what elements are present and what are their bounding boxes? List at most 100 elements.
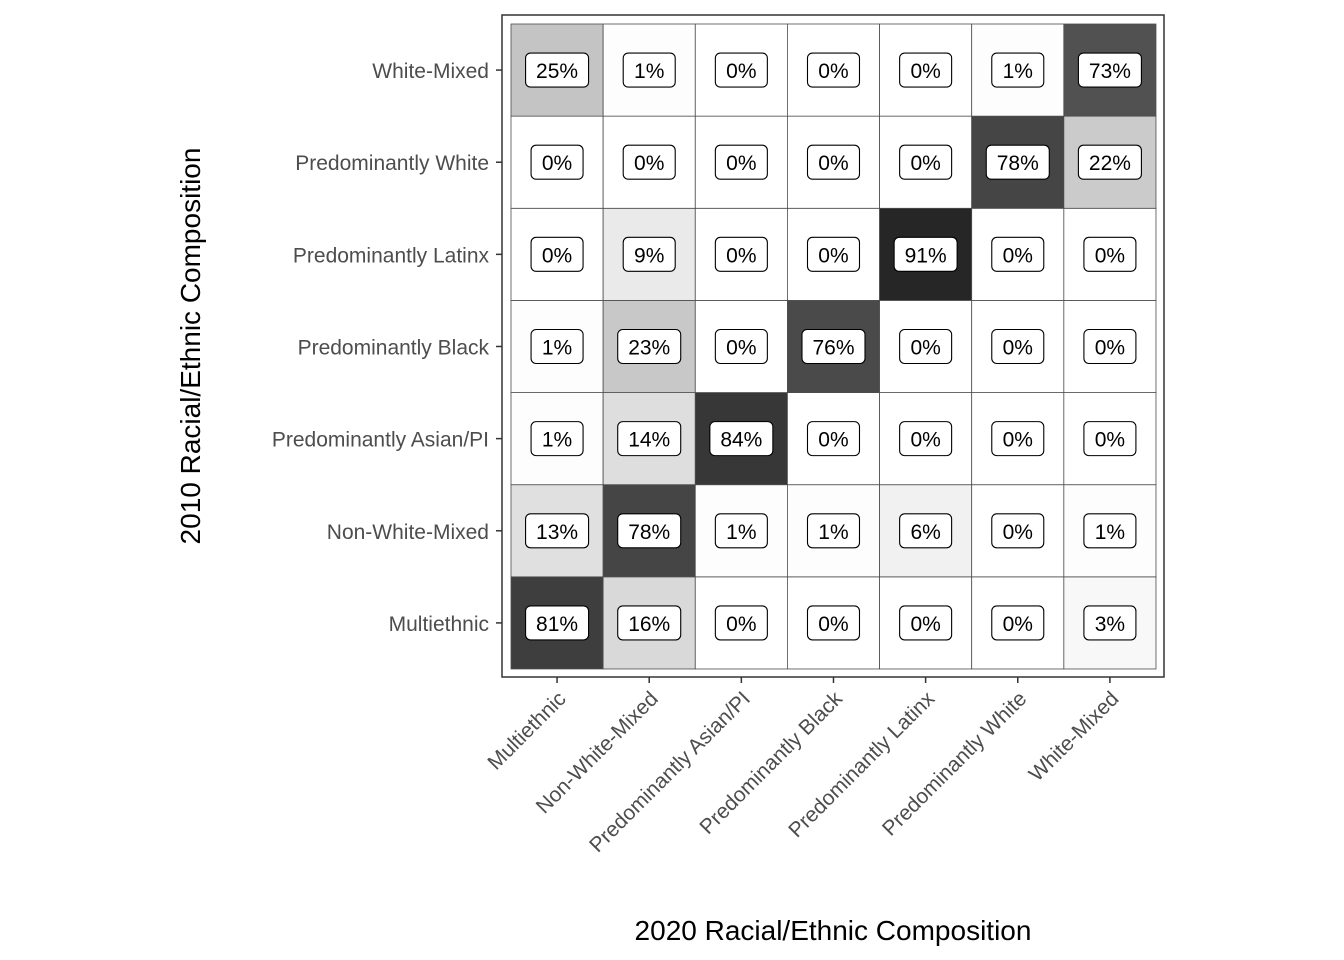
y-tick-label-non-white-mixed: Non-White-Mixed: [327, 521, 489, 544]
cell-label-box: [617, 421, 682, 457]
heatmap-cell-fill: [602, 23, 696, 117]
cell-label-box: [1083, 328, 1137, 365]
y-tick-label-predominantly-white: Predominantly White: [295, 152, 489, 175]
heatmap-cell: 0%: [694, 115, 788, 209]
cell-label-box: [899, 52, 953, 88]
cell-label: 0%: [818, 613, 848, 636]
cell-label: 13%: [536, 521, 578, 544]
heatmap-cell: 0%: [787, 207, 880, 301]
cell-label-box: [530, 328, 584, 365]
cell-label-box: [806, 421, 861, 457]
heatmap-cell: 0%: [787, 23, 880, 117]
cell-label-box: [991, 513, 1045, 549]
heatmap-cell: 1%: [971, 23, 1065, 117]
heatmap-cell: 73%: [1063, 23, 1157, 117]
cell-label-box: [1083, 513, 1137, 549]
cell-label-box: [991, 236, 1045, 272]
cell-label-box: [991, 421, 1045, 457]
cell-label: 78%: [997, 152, 1039, 175]
y-tick-label-white-mixed: White-Mixed: [372, 60, 489, 83]
cell-label: 0%: [726, 613, 756, 636]
cell-label-box: [1083, 605, 1137, 641]
cell-label: 84%: [720, 429, 762, 452]
cell-label: 81%: [536, 613, 578, 636]
heatmap-cell: 78%: [602, 484, 696, 578]
cell-label-box: [801, 328, 866, 365]
y-tick-label-predominantly-black: Predominantly Black: [298, 336, 490, 359]
heatmap-cell: 25%: [510, 23, 604, 117]
cell-label: 78%: [628, 521, 670, 544]
heatmap-cell: 0%: [1063, 392, 1157, 486]
heatmap-cell: 0%: [879, 300, 973, 393]
cell-label: 0%: [726, 152, 756, 175]
heatmap-cells: 81% 16% 0% 0% 0% 0% 3% 13% 78% 1% 1% 6% 0% 1% 1% 14% 84%…: [510, 23, 1157, 670]
cell-label: 0%: [1095, 244, 1125, 267]
cell-label-box: [714, 52, 768, 88]
heatmap-cell: 0%: [510, 115, 604, 209]
cell-label: 0%: [818, 244, 848, 267]
cell-label-box: [806, 144, 861, 180]
cell-label: 0%: [726, 60, 756, 83]
cell-label-box: [899, 421, 953, 457]
cell-label-box: [525, 513, 590, 549]
heatmap-cell: 76%: [787, 300, 880, 393]
cell-label: 0%: [1003, 429, 1033, 452]
heatmap-cell: 0%: [694, 300, 788, 393]
cell-label: 0%: [910, 336, 940, 359]
cell-label: 1%: [542, 336, 572, 359]
heatmap-cell: 13%: [510, 484, 604, 578]
cell-label: 0%: [726, 336, 756, 359]
heatmap-cell: 0%: [971, 484, 1065, 578]
heatmap-cell: 1%: [787, 484, 880, 578]
cell-label: 0%: [1003, 244, 1033, 267]
x-axis-title: 2020 Racial/Ethnic Composition: [635, 915, 1032, 946]
heatmap-cell: 0%: [787, 576, 880, 670]
cell-label-box: [991, 52, 1045, 88]
heatmap-cell: 0%: [787, 115, 880, 209]
heatmap-cell: 0%: [971, 392, 1065, 486]
cell-label-box: [991, 328, 1045, 365]
heatmap-cell: 0%: [602, 115, 696, 209]
cell-label: 14%: [628, 429, 670, 452]
heatmap-cell: 6%: [879, 484, 973, 578]
cell-label-box: [617, 328, 682, 365]
cell-label-box: [530, 236, 584, 272]
cell-label-box: [893, 236, 958, 272]
cell-label-box: [899, 144, 953, 180]
cell-label: 16%: [628, 613, 670, 636]
y-axis-title: 2010 Racial/Ethnic Composition: [175, 148, 206, 545]
heatmap-cell: 1%: [1063, 484, 1157, 578]
cell-label-box: [1083, 421, 1137, 457]
heatmap-cell: 22%: [1063, 115, 1157, 209]
heatmap-cell: 0%: [694, 23, 788, 117]
cell-label-box: [1083, 236, 1137, 272]
cell-label: 0%: [634, 152, 664, 175]
heatmap-cell: 0%: [879, 115, 973, 209]
heatmap-cell: 0%: [694, 207, 788, 301]
heatmap-cell: 3%: [1063, 576, 1157, 670]
heatmap-cell: 1%: [602, 23, 696, 117]
cell-label-box: [714, 236, 768, 272]
cell-label-box: [530, 421, 584, 457]
cell-label-box: [806, 513, 861, 549]
heatmap-cell: 0%: [971, 207, 1065, 301]
cell-label-box: [985, 144, 1050, 180]
cell-label: 0%: [1095, 429, 1125, 452]
heatmap-cell: 1%: [510, 392, 604, 486]
cell-label: 1%: [1003, 60, 1033, 83]
cell-label: 3%: [1095, 613, 1125, 636]
cell-label: 6%: [910, 521, 940, 544]
cell-label: 0%: [910, 613, 940, 636]
cell-label: 0%: [542, 244, 572, 267]
cell-label: 0%: [726, 244, 756, 267]
heatmap-cell: 0%: [1063, 207, 1157, 301]
cell-label-box: [806, 52, 861, 88]
heatmap-cell: 1%: [510, 300, 604, 393]
cell-label: 76%: [812, 336, 854, 359]
cell-label: 0%: [910, 429, 940, 452]
heatmap-cell: 0%: [879, 392, 973, 486]
cell-label-box: [899, 328, 953, 365]
heatmap-cell: 0%: [510, 207, 604, 301]
cell-label-box: [617, 513, 682, 549]
